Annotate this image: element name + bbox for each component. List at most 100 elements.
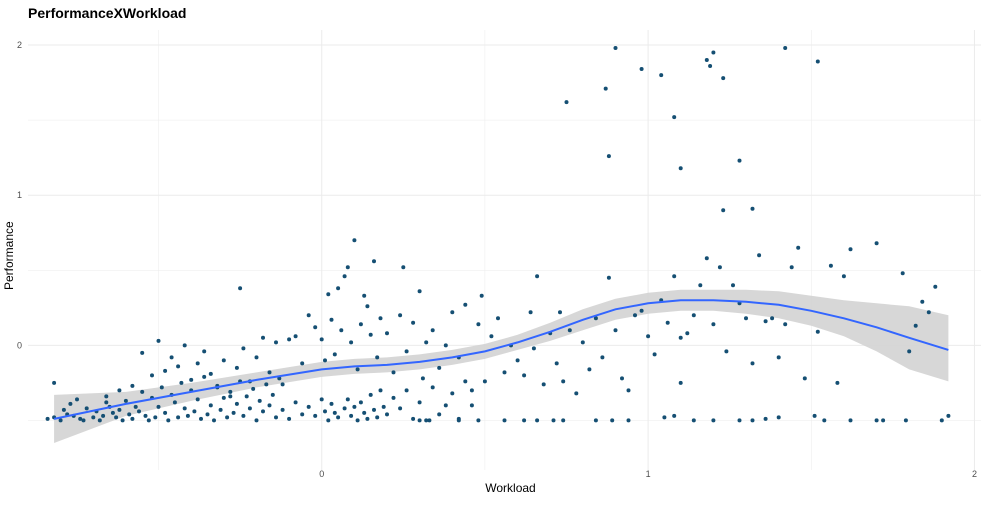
data-point bbox=[763, 416, 768, 421]
data-point bbox=[698, 283, 703, 288]
data-point bbox=[352, 404, 357, 409]
data-point bbox=[68, 401, 73, 406]
data-point bbox=[342, 406, 347, 411]
data-point bbox=[45, 416, 50, 421]
data-point bbox=[848, 247, 853, 252]
data-point bbox=[613, 328, 618, 333]
data-point bbox=[336, 415, 341, 420]
data-point bbox=[365, 416, 370, 421]
data-point bbox=[926, 310, 931, 315]
data-point bbox=[247, 406, 252, 411]
data-point bbox=[463, 302, 468, 307]
data-point bbox=[404, 349, 409, 354]
data-point bbox=[391, 370, 396, 375]
data-point bbox=[822, 418, 827, 423]
data-point bbox=[117, 388, 122, 393]
confidence-ribbon-layer bbox=[54, 289, 949, 443]
data-point bbox=[593, 418, 598, 423]
data-point bbox=[372, 407, 376, 412]
data-point bbox=[711, 418, 716, 423]
data-point bbox=[815, 59, 820, 64]
data-point bbox=[783, 322, 788, 327]
y-tick-label: 1 bbox=[17, 190, 22, 200]
data-point bbox=[358, 400, 363, 405]
data-point bbox=[469, 403, 474, 408]
data-point bbox=[202, 349, 207, 354]
data-point bbox=[355, 367, 360, 372]
data-point bbox=[717, 265, 722, 270]
data-point bbox=[192, 409, 197, 414]
data-point bbox=[205, 412, 210, 417]
data-point bbox=[306, 404, 311, 409]
data-point bbox=[81, 418, 86, 423]
data-point bbox=[97, 418, 102, 423]
data-point bbox=[443, 403, 448, 408]
data-point bbox=[815, 329, 820, 334]
data-point bbox=[685, 331, 690, 336]
data-point bbox=[332, 410, 337, 415]
data-point bbox=[443, 343, 448, 348]
data-point bbox=[163, 410, 168, 415]
data-point bbox=[659, 73, 664, 78]
data-point bbox=[300, 412, 305, 417]
data-point bbox=[479, 293, 484, 298]
data-point bbox=[375, 415, 380, 420]
data-point bbox=[482, 379, 487, 384]
data-point bbox=[185, 413, 190, 418]
data-point bbox=[381, 404, 386, 409]
data-point bbox=[313, 325, 318, 330]
data-point bbox=[78, 416, 83, 421]
data-point bbox=[117, 407, 122, 412]
data-point bbox=[737, 158, 742, 163]
data-point bbox=[567, 328, 572, 333]
data-point bbox=[522, 418, 527, 423]
data-point bbox=[378, 316, 383, 321]
data-point bbox=[176, 415, 181, 420]
data-point bbox=[535, 418, 540, 423]
data-point bbox=[417, 400, 422, 405]
data-point bbox=[140, 389, 145, 394]
data-point bbox=[662, 415, 667, 420]
data-point bbox=[789, 265, 794, 270]
data-point bbox=[199, 416, 203, 421]
data-point bbox=[639, 67, 644, 71]
data-point bbox=[502, 370, 507, 375]
data-point bbox=[146, 418, 151, 423]
data-point bbox=[835, 380, 840, 385]
x-axis-label-wrap: Workload bbox=[0, 481, 981, 495]
data-point bbox=[398, 313, 403, 318]
data-point bbox=[313, 413, 318, 418]
data-point bbox=[903, 418, 908, 423]
data-point bbox=[652, 352, 657, 357]
data-point bbox=[228, 389, 233, 394]
data-point bbox=[587, 367, 592, 372]
data-point bbox=[750, 418, 755, 423]
data-point bbox=[150, 373, 154, 378]
data-point bbox=[721, 208, 726, 213]
data-point bbox=[202, 374, 207, 379]
data-point bbox=[561, 418, 566, 423]
data-point bbox=[114, 415, 119, 420]
data-point bbox=[267, 403, 272, 408]
data-point bbox=[261, 335, 265, 340]
data-point bbox=[104, 394, 109, 399]
data-point bbox=[140, 350, 145, 355]
data-point bbox=[104, 400, 109, 405]
y-tick-label: 2 bbox=[17, 40, 22, 50]
data-point bbox=[257, 398, 262, 403]
data-point bbox=[603, 86, 608, 91]
data-point bbox=[172, 400, 177, 405]
data-point bbox=[189, 377, 194, 382]
data-point bbox=[342, 274, 347, 279]
data-point bbox=[306, 313, 311, 318]
data-point bbox=[672, 274, 677, 279]
data-point bbox=[437, 365, 442, 370]
data-point bbox=[355, 418, 360, 423]
data-point bbox=[496, 316, 500, 321]
data-point bbox=[163, 368, 168, 373]
data-point bbox=[234, 365, 239, 370]
data-point bbox=[385, 412, 389, 417]
data-point bbox=[558, 310, 562, 315]
data-point bbox=[401, 265, 406, 270]
data-point bbox=[238, 286, 243, 291]
